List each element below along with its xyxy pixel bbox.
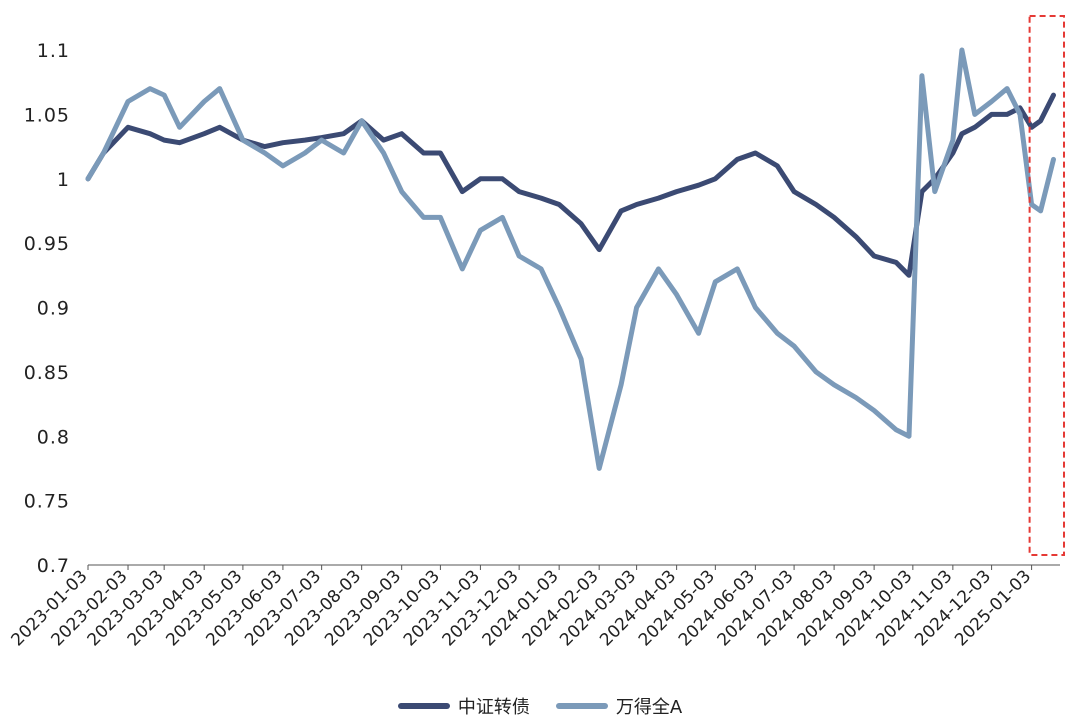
y-tick-label: 0.7 (37, 555, 70, 577)
y-tick-label: 0.95 (24, 233, 70, 255)
legend: 中证转债 万得全A (0, 693, 1080, 719)
plot-area (85, 47, 1056, 471)
legend-item-series-0: 中证转债 (397, 693, 530, 719)
y-tick-label: 0.75 (24, 491, 70, 513)
y-tick-label: 0.85 (24, 362, 70, 384)
legend-label-series-1: 万得全A (615, 697, 683, 718)
highlight-box (1028, 15, 1065, 556)
line-chart: 0.7 0.75 0.8 0.85 0.9 0.95 1 1.05 1.1 2023-01-03… (8, 15, 1065, 650)
legend-swatch-series-1 (555, 703, 608, 709)
y-tick-label: 1 (57, 169, 70, 191)
y-tick-label: 1.05 (24, 104, 70, 126)
legend-label-series-0: 中证转债 (457, 697, 530, 718)
series-line-0 (85, 92, 1056, 278)
y-axis: 0.7 0.75 0.8 0.85 0.9 0.95 1 1.05 1.1 (24, 40, 70, 577)
x-axis: 2023-01-032023-02-032023-03-032023-04-03… (8, 564, 1060, 650)
y-tick-label: 1.1 (37, 40, 70, 62)
y-tick-label: 0.8 (37, 426, 70, 448)
series-line-1 (85, 47, 1056, 471)
legend-item-series-1: 万得全A (555, 693, 683, 719)
legend-swatch-series-0 (397, 703, 450, 709)
highlight-rect (1028, 15, 1065, 556)
y-tick-label: 0.9 (37, 298, 70, 320)
